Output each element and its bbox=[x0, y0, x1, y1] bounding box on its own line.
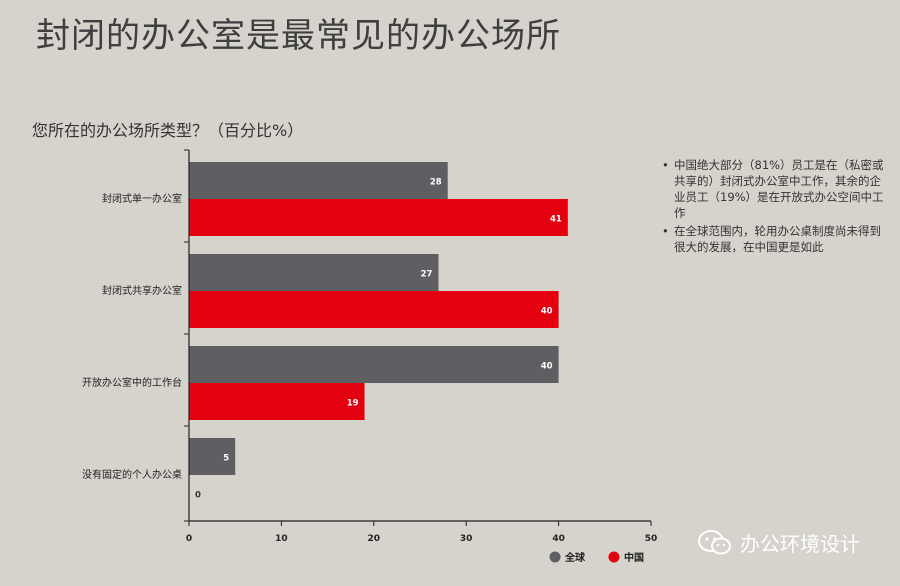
data-label: 40 bbox=[541, 307, 553, 317]
category-label: 封闭式单一办公室 bbox=[102, 192, 182, 205]
data-label: 19 bbox=[347, 399, 359, 409]
bar bbox=[189, 383, 365, 420]
data-label: 5 bbox=[223, 454, 229, 464]
data-label: 41 bbox=[550, 215, 562, 225]
bar bbox=[189, 291, 559, 328]
data-label: 40 bbox=[541, 362, 553, 372]
legend-label: 中国 bbox=[624, 551, 644, 564]
category-label: 没有固定的个人办公桌 bbox=[82, 468, 182, 481]
wechat-icon bbox=[698, 529, 731, 554]
x-tick-label: 40 bbox=[552, 534, 565, 544]
note-item: 中国绝大部分（81%）员工是在（私密或共享的）封闭式办公室中工作，其余的企业员工… bbox=[660, 157, 892, 221]
legend-label: 全球 bbox=[564, 551, 586, 564]
category-label: 开放办公室中的工作台 bbox=[82, 376, 182, 389]
data-label: 27 bbox=[421, 270, 433, 280]
bar bbox=[189, 254, 439, 291]
bar bbox=[189, 438, 236, 475]
bar bbox=[189, 346, 559, 383]
legend-marker bbox=[549, 551, 561, 563]
x-tick-label: 50 bbox=[645, 534, 658, 544]
bar bbox=[189, 162, 448, 199]
watermark: 办公环境设计 bbox=[698, 528, 860, 557]
x-tick-label: 0 bbox=[186, 534, 192, 544]
note-item: 在全球范围内，轮用办公桌制度尚未得到很大的发展，在中国更是如此 bbox=[660, 223, 892, 255]
chart-subtitle: 您所在的办公场所类型？（百分比%） bbox=[32, 121, 304, 140]
category-label: 封闭式共享办公室 bbox=[102, 284, 182, 297]
legend-marker bbox=[608, 551, 620, 563]
watermark-text: 办公环境设计 bbox=[740, 532, 860, 556]
x-tick-label: 10 bbox=[275, 534, 288, 544]
page-title: 封闭的办公室是最常见的办公场所 bbox=[36, 16, 561, 56]
data-label: 0 bbox=[195, 491, 201, 501]
x-tick-label: 20 bbox=[368, 534, 381, 544]
x-tick-label: 30 bbox=[460, 534, 473, 544]
notes-list: 中国绝大部分（81%）员工是在（私密或共享的）封闭式办公室中工作，其余的企业员工… bbox=[660, 157, 892, 257]
bar bbox=[189, 199, 568, 236]
data-label: 28 bbox=[430, 178, 442, 188]
